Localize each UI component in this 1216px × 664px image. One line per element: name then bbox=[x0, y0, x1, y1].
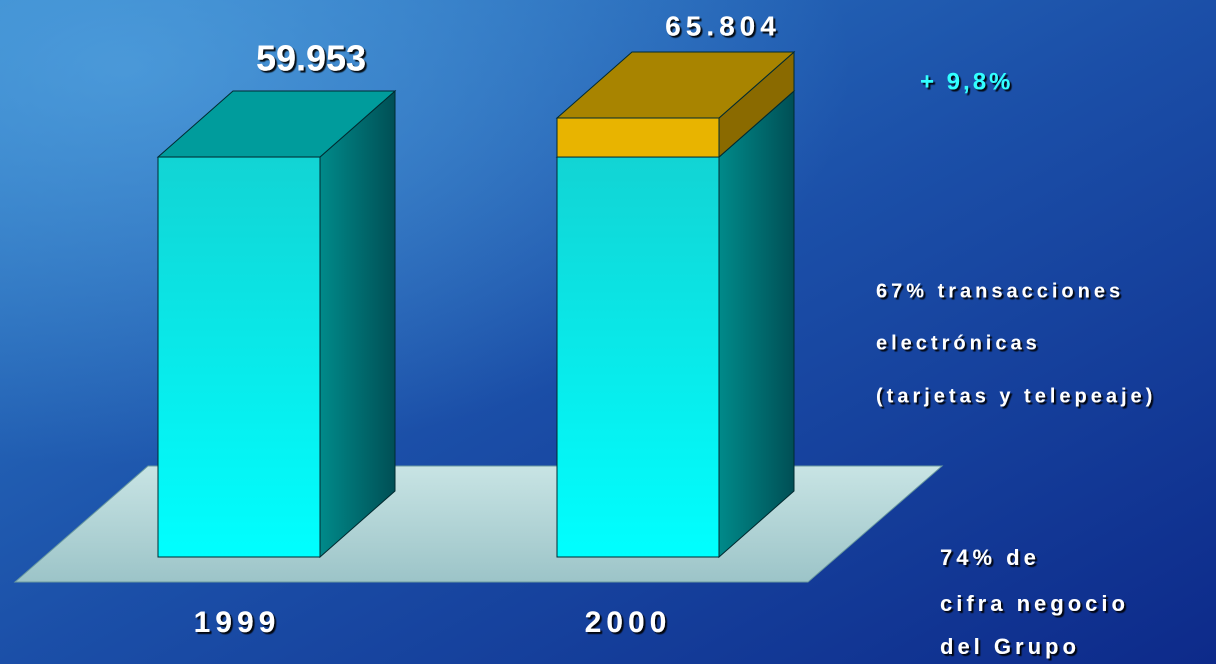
floor bbox=[13, 465, 944, 583]
annotation-line: cifra negocio bbox=[940, 591, 1129, 616]
annotation-line: 67% transacciones bbox=[876, 280, 1124, 302]
bar bbox=[556, 156, 720, 558]
value-label: 65.804 bbox=[665, 10, 781, 41]
bar-side bbox=[319, 89, 396, 559]
annotation-line: electrónicas bbox=[876, 332, 1041, 354]
bar bbox=[157, 156, 321, 558]
bar-side bbox=[718, 89, 795, 559]
growth-annotation: + 9,8% bbox=[920, 68, 1013, 95]
annotation-line: del Grupo bbox=[940, 634, 1080, 659]
value-label: 59.953 bbox=[256, 38, 366, 79]
annotation-line: (tarjetas y telepeaje) bbox=[876, 385, 1156, 407]
annotation-line: 74% de bbox=[940, 545, 1040, 570]
x-tick-label: 1999 bbox=[194, 606, 281, 639]
x-tick-label: 2000 bbox=[585, 606, 672, 639]
increase-segment bbox=[556, 117, 720, 158]
